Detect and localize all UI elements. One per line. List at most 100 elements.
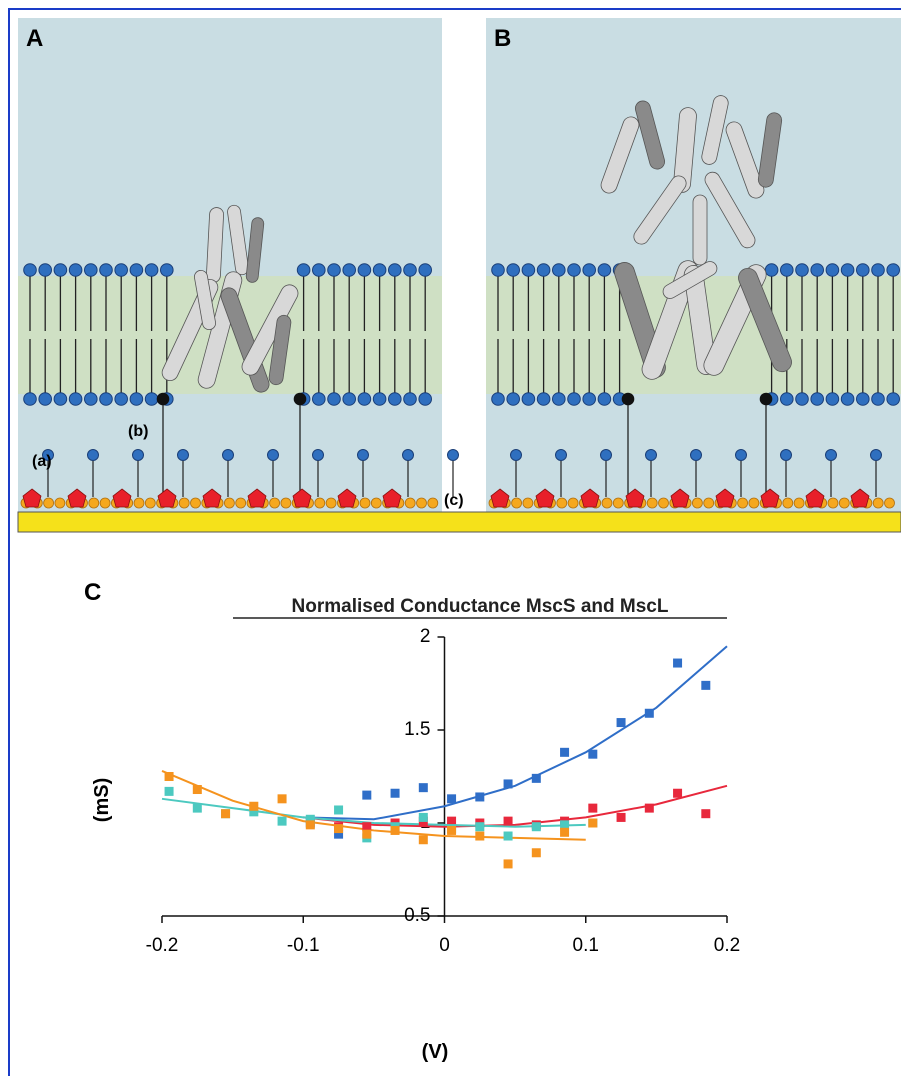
anchor-pentagon [670, 488, 690, 508]
spacer-head [267, 449, 279, 461]
gold-substrate [17, 511, 901, 533]
lipid-head [296, 263, 311, 277]
lipid-head [506, 263, 521, 277]
fit-line [161, 797, 586, 828]
lipid-head [418, 263, 433, 277]
spacer-head [447, 449, 459, 461]
anchor-pentagon [760, 488, 780, 508]
anchor [601, 497, 613, 509]
anchor-pentagon [805, 488, 825, 508]
spacer-head [357, 449, 369, 461]
anchor [280, 497, 292, 509]
point [277, 816, 287, 826]
x-tick-label: 0 [439, 935, 450, 956]
tether-head [621, 392, 635, 406]
helix [268, 314, 292, 386]
point [362, 829, 372, 839]
lipid-head [795, 392, 809, 406]
lipid-head [780, 392, 794, 406]
lipid-head [327, 263, 341, 277]
lipid-head [536, 392, 551, 406]
lipid-head [84, 263, 98, 277]
anchor [427, 497, 439, 509]
anchor-pentagon [202, 488, 222, 508]
lipid-head [886, 392, 901, 406]
anchor [612, 497, 624, 509]
point [588, 803, 598, 813]
lipid-head [327, 392, 341, 406]
anchor-pentagon [22, 488, 42, 508]
point [560, 820, 570, 830]
x-tick-label: -0.2 [146, 935, 179, 956]
anchor-pentagon [292, 488, 312, 508]
lipid-head [388, 263, 402, 277]
helix [600, 116, 640, 194]
point [221, 809, 231, 819]
helix [662, 261, 718, 299]
point [164, 786, 174, 796]
lipid-head [23, 263, 37, 277]
helix [701, 95, 729, 165]
lipid-head [491, 263, 505, 277]
spacer-head [42, 449, 54, 461]
spacer-head [177, 449, 189, 461]
anchor [43, 497, 54, 509]
lipid-head [388, 392, 402, 406]
lipid-head [567, 392, 581, 406]
lipid-head [342, 263, 357, 277]
fit-line [303, 645, 728, 821]
point [249, 801, 259, 811]
point [192, 785, 202, 795]
anchor-pentagon [490, 488, 510, 508]
helix [692, 194, 708, 266]
annotation: (b) [128, 423, 148, 440]
point [192, 803, 202, 813]
anchor [99, 497, 111, 509]
lipid-head [53, 263, 68, 277]
fit-line [161, 769, 586, 841]
anchor [404, 497, 416, 509]
anchor [692, 497, 703, 509]
anchor-pentagon [67, 488, 87, 508]
point [673, 788, 683, 798]
anchor [178, 497, 190, 509]
anchor [269, 497, 281, 509]
lipid-head [84, 392, 98, 406]
spacer-head [312, 449, 324, 461]
helix [683, 265, 717, 375]
helix [704, 171, 756, 249]
spacer-head [780, 449, 792, 461]
x-tick-label: 0.2 [714, 935, 740, 956]
lipid-head [99, 392, 113, 406]
lipid-head [372, 263, 387, 277]
spacer-head [600, 449, 612, 461]
lipid-head [597, 392, 612, 406]
lipid-head [536, 263, 551, 277]
lipid-head [403, 263, 417, 277]
point [475, 792, 485, 802]
anchor [748, 497, 760, 509]
point [418, 835, 428, 845]
anchor [658, 497, 669, 509]
point [531, 773, 541, 783]
spacer-head [645, 449, 657, 461]
anchor [54, 497, 66, 509]
x-tick-label: 0.1 [573, 935, 599, 956]
lipid-head [357, 392, 372, 406]
anchor [359, 497, 371, 509]
point [503, 779, 513, 789]
point [390, 825, 400, 835]
anchor [314, 497, 326, 509]
anchor [235, 497, 247, 509]
spacer-head [510, 449, 522, 461]
point [560, 747, 570, 757]
lipid-head [825, 392, 840, 406]
y-axis-title: (mS) [91, 778, 113, 822]
point [334, 824, 344, 834]
tether-head [759, 392, 773, 406]
lipid-head [810, 263, 825, 277]
point [503, 816, 513, 826]
point [418, 783, 428, 793]
anchor [838, 497, 850, 509]
anchor [190, 497, 201, 509]
